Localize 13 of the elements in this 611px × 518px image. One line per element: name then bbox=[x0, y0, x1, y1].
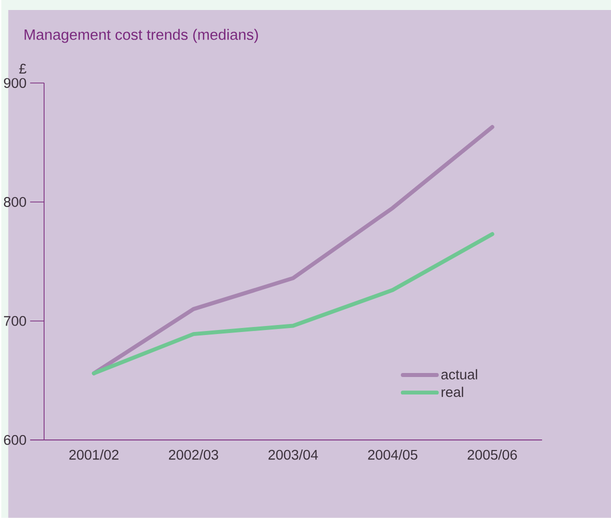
y-tick-label: 600 bbox=[4, 435, 26, 445]
legend-label: real bbox=[442, 386, 464, 398]
y-tick-label: 900 bbox=[4, 78, 26, 88]
y-axis-title: £ bbox=[19, 64, 26, 74]
x-tick-label: 2001/02 bbox=[69, 450, 118, 460]
y-tick-label: 700 bbox=[4, 316, 26, 326]
x-tick-label: 2002/03 bbox=[168, 450, 218, 460]
x-tick-label: 2004/05 bbox=[368, 450, 418, 460]
chart-title: Management cost trends (medians) bbox=[24, 28, 258, 43]
x-tick-label: 2003/04 bbox=[268, 450, 318, 460]
legend-label: actual bbox=[441, 369, 478, 380]
y-tick-label: 800 bbox=[4, 197, 26, 207]
x-tick-label: 2005/06 bbox=[468, 450, 517, 460]
